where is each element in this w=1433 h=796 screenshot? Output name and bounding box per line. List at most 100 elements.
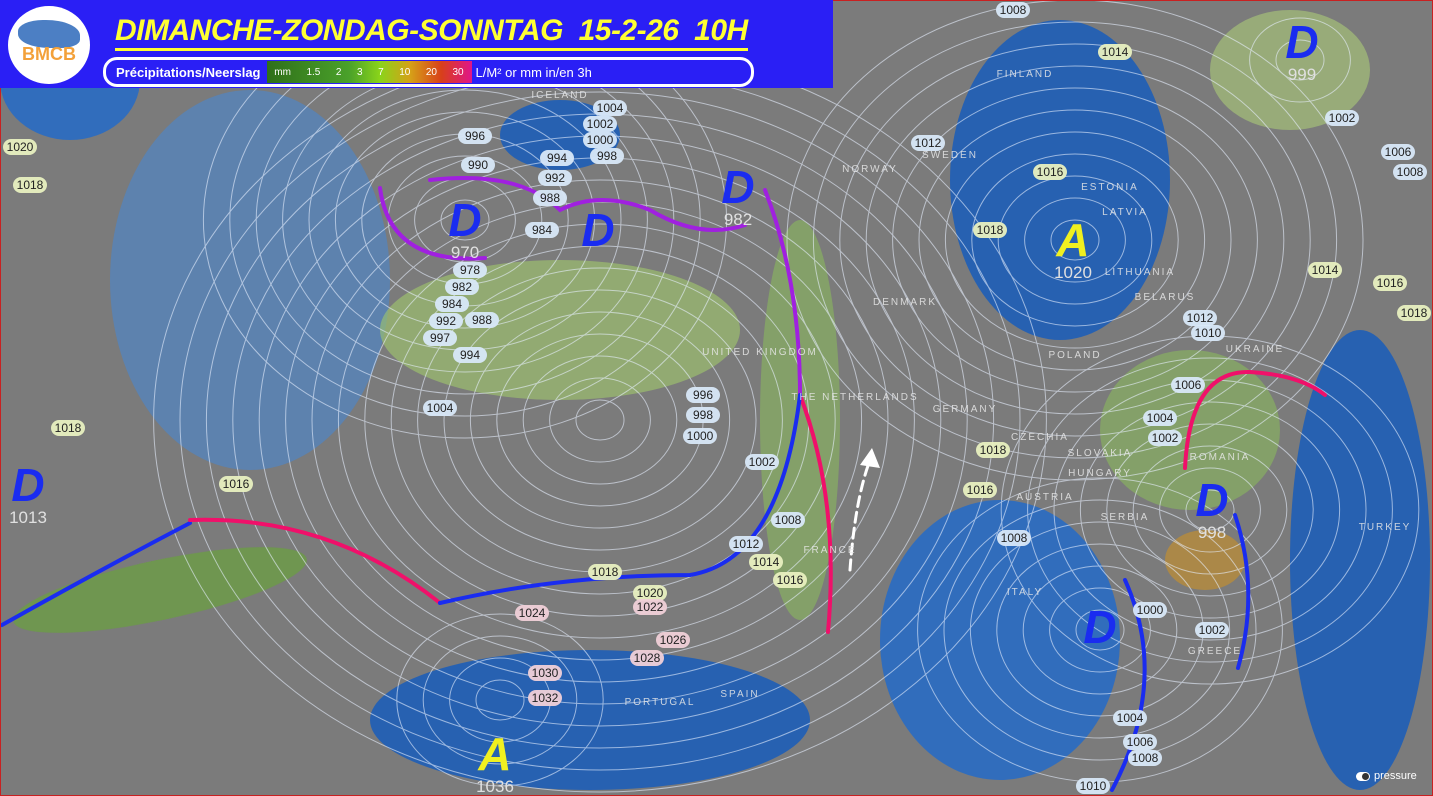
isobar (865, 65, 1285, 415)
isobar (997, 175, 1153, 305)
isobar-label: 1002 (583, 116, 617, 132)
legend-tick: 2 (335, 66, 342, 78)
svg-text:1002: 1002 (1152, 431, 1179, 445)
isobar (1079, 401, 1341, 619)
svg-text:998: 998 (597, 149, 617, 163)
svg-text:D: D (721, 161, 754, 213)
warm-front (798, 393, 833, 634)
country-label: BELARUS (1135, 292, 1196, 303)
isobar-label: 1002 (1148, 430, 1182, 446)
country-label: GERMANY (933, 404, 998, 415)
isobar-label: 1000 (583, 132, 617, 148)
svg-text:1008: 1008 (1132, 751, 1159, 765)
country-label: PORTUGAL (625, 697, 696, 708)
country-label: HUNGARY (1068, 468, 1132, 479)
isobar-label: 1026 (656, 632, 690, 648)
isobar-label: 1010 (1191, 325, 1225, 341)
isobar-label: 1018 (973, 222, 1007, 238)
svg-text:1016: 1016 (1377, 276, 1404, 290)
svg-text:1012: 1012 (915, 136, 942, 150)
isobar-label: 984 (435, 296, 469, 312)
isobar (1249, 17, 1351, 103)
isobar (475, 679, 525, 721)
isobar (364, 223, 836, 617)
isobar (969, 521, 1231, 739)
isobar (1075, 609, 1125, 651)
isobar-label: 1006 (1123, 734, 1157, 750)
svg-text:1018: 1018 (55, 421, 82, 435)
isobar-label: 1008 (1393, 164, 1427, 180)
svg-text:1004: 1004 (427, 401, 454, 415)
country-label: SWEDEN (922, 150, 978, 161)
isobar-label: 1008 (1128, 750, 1162, 766)
isobar (1106, 423, 1314, 597)
cold-front (0, 521, 192, 627)
isobar-label: 1004 (1113, 710, 1147, 726)
isobar (892, 87, 1258, 393)
wind-arrow-head (860, 448, 880, 468)
svg-text:1008: 1008 (1397, 165, 1424, 179)
svg-text:998: 998 (1198, 523, 1226, 542)
svg-text:1008: 1008 (1000, 3, 1027, 17)
svg-text:1006: 1006 (1127, 735, 1154, 749)
svg-text:D: D (581, 204, 614, 256)
isobar-label: 992 (429, 313, 463, 329)
svg-text:1006: 1006 (1385, 145, 1412, 159)
svg-text:1008: 1008 (1001, 531, 1028, 545)
isobar (1027, 357, 1393, 663)
svg-text:994: 994 (460, 348, 480, 362)
isobar (422, 635, 578, 765)
isobar (1022, 565, 1178, 695)
legend-tick: 1.5 (306, 66, 321, 78)
svg-text:1036: 1036 (476, 777, 514, 796)
svg-text:1018: 1018 (977, 223, 1004, 237)
svg-text:1012: 1012 (1187, 311, 1214, 325)
country-label: UNITED KINGDOM (702, 347, 818, 358)
isobar-label: 1010 (1076, 778, 1110, 794)
isobar-label: 1020 (633, 585, 667, 601)
isobar (443, 289, 757, 551)
isobar-label: 998 (686, 407, 720, 423)
svg-text:1016: 1016 (967, 483, 994, 497)
pressure-toggle[interactable]: pressure (1356, 770, 1417, 782)
country-label: CZECHIA (1011, 432, 1069, 443)
country-label: SPAIN (720, 689, 759, 700)
svg-text:1018: 1018 (592, 565, 619, 579)
country-label: DENMARK (873, 297, 937, 308)
svg-text:994: 994 (547, 151, 567, 165)
country-label: SLOVAKIA (1068, 448, 1133, 459)
isobar-label: 1018 (13, 177, 47, 193)
isobar-label: 1012 (911, 135, 945, 151)
isobar-label: 1016 (1033, 164, 1067, 180)
legend-tick: 10 (399, 66, 411, 78)
isobar (918, 109, 1232, 371)
isobar-label: 1002 (1325, 110, 1359, 126)
svg-text:1020: 1020 (1054, 263, 1092, 282)
country-label: POLAND (1048, 350, 1101, 361)
svg-text:1014: 1014 (753, 555, 780, 569)
svg-text:D: D (448, 194, 481, 246)
svg-text:1028: 1028 (634, 651, 661, 665)
isobar-label: 1008 (771, 512, 805, 528)
isobar-label: 990 (461, 157, 495, 173)
pressure-toggle-label: pressure (1374, 770, 1417, 782)
isobar-label: 1018 (976, 442, 1010, 458)
svg-text:1010: 1010 (1195, 326, 1222, 340)
isobar-label: 1028 (630, 650, 664, 666)
toggle-icon (1356, 771, 1370, 781)
low-pressure-center: D (1083, 601, 1116, 653)
isobar (522, 355, 678, 485)
isobar-label: 988 (465, 312, 499, 328)
svg-text:1004: 1004 (1117, 711, 1144, 725)
isobar-label: 1006 (1171, 377, 1205, 393)
svg-text:990: 990 (468, 158, 488, 172)
svg-text:1012: 1012 (733, 537, 760, 551)
isobar (205, 91, 995, 749)
svg-text:982: 982 (724, 210, 752, 229)
country-label: SERBIA (1101, 512, 1150, 523)
country-label: AUSTRIA (1016, 492, 1073, 503)
svg-text:D: D (1195, 474, 1228, 526)
svg-text:1000: 1000 (587, 133, 614, 147)
